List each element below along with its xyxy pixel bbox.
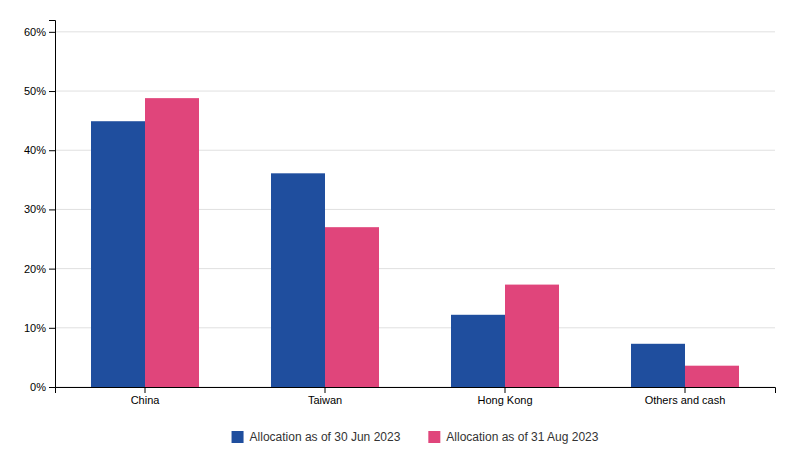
tick: 20% xyxy=(24,263,55,275)
tick-label: 50% xyxy=(24,85,46,97)
bar xyxy=(631,344,685,387)
tick-mark xyxy=(49,150,55,151)
legend-swatch xyxy=(428,431,440,443)
tick-label: 40% xyxy=(24,144,46,156)
legend-swatch xyxy=(232,431,244,443)
tick-mark xyxy=(49,32,55,33)
tick-mark xyxy=(49,387,55,388)
bar-series xyxy=(145,98,739,387)
tick-mark xyxy=(49,269,55,270)
legend-item: Allocation as of 31 Aug 2023 xyxy=(428,430,598,444)
grid-line xyxy=(55,31,775,32)
bar xyxy=(325,227,379,387)
tick-label: Others and cash xyxy=(645,394,726,406)
legend-item: Allocation as of 30 Jun 2023 xyxy=(232,430,401,444)
axis-line xyxy=(56,388,776,394)
legend-label: Allocation as of 30 Jun 2023 xyxy=(250,430,401,444)
tick-mark xyxy=(49,91,55,92)
tick-mark xyxy=(145,387,146,393)
tick: China xyxy=(131,387,161,406)
tick-mark xyxy=(685,387,686,393)
tick-label: 30% xyxy=(24,203,46,215)
tick-mark xyxy=(505,387,506,393)
tick-label: 10% xyxy=(24,322,46,334)
tick: 0% xyxy=(30,381,55,393)
tick-mark xyxy=(49,328,55,329)
tick-label: Taiwan xyxy=(308,394,342,406)
legend-label: Allocation as of 31 Aug 2023 xyxy=(446,430,598,444)
tick: Others and cash xyxy=(645,387,726,406)
bar xyxy=(91,121,145,387)
tick-mark xyxy=(325,387,326,393)
plot: 0% 10% 20% 30% 40% 50% 60% China Taiwan Hong Kong… xyxy=(24,21,776,406)
tick-label: Hong Kong xyxy=(477,394,532,406)
tick: 50% xyxy=(24,85,55,97)
axis-line xyxy=(49,21,56,388)
legend: Allocation as of 30 Jun 2023 Allocation a… xyxy=(232,430,599,444)
tick: 10% xyxy=(24,322,55,334)
bar xyxy=(145,98,199,387)
tick: 60% xyxy=(24,26,55,38)
tick: 30% xyxy=(24,203,55,215)
y-axis: 0% 10% 20% 30% 40% 50% 60% xyxy=(24,21,56,394)
tick: 40% xyxy=(24,144,55,156)
tick-label: China xyxy=(131,394,161,406)
bars xyxy=(91,98,739,387)
grid xyxy=(55,32,775,387)
tick-label: 0% xyxy=(30,381,46,393)
x-axis: China Taiwan Hong Kong Others and cash xyxy=(56,387,776,406)
bar xyxy=(271,173,325,387)
grid-line xyxy=(55,91,775,92)
tick-mark xyxy=(49,209,55,210)
chart: 0% 10% 20% 30% 40% 50% 60% China Taiwan Hong Kong… xyxy=(0,0,800,467)
tick: Taiwan xyxy=(308,387,342,406)
bar xyxy=(451,315,505,387)
tick-label: 60% xyxy=(24,26,46,38)
tick: Hong Kong xyxy=(477,387,532,406)
bar xyxy=(505,285,559,387)
tick-label: 20% xyxy=(24,263,46,275)
bar xyxy=(685,366,739,387)
